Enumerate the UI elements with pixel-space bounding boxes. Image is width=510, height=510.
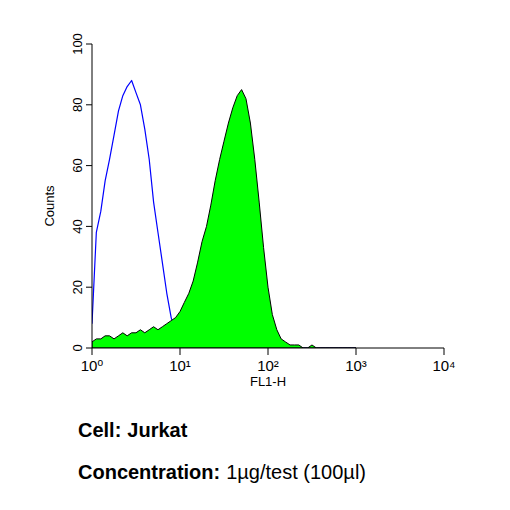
y-tick [86, 165, 92, 166]
y-tick-label: 40 [70, 219, 85, 233]
x-tick-label: 10³ [345, 357, 367, 374]
annotation-text: Jurkat [127, 419, 187, 441]
x-axis-label: FL1-H [250, 374, 286, 389]
x-tick [92, 348, 93, 355]
y-tick [86, 287, 92, 288]
chart: 0 20 40 60 80 100 10⁰ 10¹ 10² 10³ 10⁴ FL1-H Counts Ce… [0, 0, 510, 510]
annotation: Concentration: 1µg/test (100µl) [78, 461, 366, 483]
y-axis-label: Counts [42, 185, 57, 227]
annotation-label: Concentration: [78, 461, 220, 483]
annotation: Cell: Jurkat [78, 419, 188, 441]
x-tick-label: 10¹ [169, 357, 191, 374]
x-tick [180, 348, 181, 355]
histogram-area [92, 90, 356, 348]
y-tick [86, 104, 92, 105]
y-tick-label: 60 [70, 158, 85, 172]
annotation-label: Cell: [78, 419, 121, 441]
background [0, 0, 510, 510]
x-tick-label: 10⁴ [432, 357, 455, 374]
y-tick-label: 0 [70, 344, 85, 351]
y-axis [92, 44, 93, 348]
x-tick-label: 10² [257, 357, 279, 374]
annotation-text: 1µg/test (100µl) [226, 461, 366, 483]
x-tick-label: 10⁰ [81, 357, 104, 374]
y-tick [86, 348, 92, 349]
y-tick-label: 20 [70, 280, 85, 294]
x-tick [444, 348, 445, 355]
x-tick [268, 348, 269, 355]
y-tick-label: 100 [70, 33, 85, 55]
plot-area [92, 80, 356, 348]
y-tick [86, 226, 92, 227]
histogram-line [92, 80, 356, 348]
y-tick [86, 44, 92, 45]
x-tick [356, 348, 357, 355]
y-tick-label: 80 [70, 98, 85, 112]
